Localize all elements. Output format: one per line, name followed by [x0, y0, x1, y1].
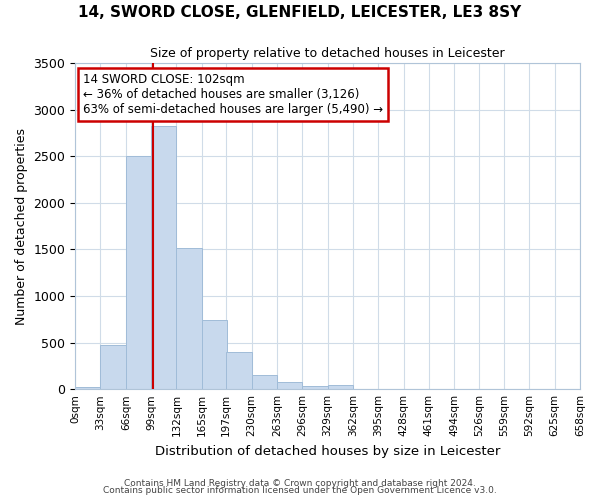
Title: Size of property relative to detached houses in Leicester: Size of property relative to detached ho…	[150, 48, 505, 60]
Bar	[251, 375, 277, 389]
Text: 14, SWORD CLOSE, GLENFIELD, LEICESTER, LE3 8SY: 14, SWORD CLOSE, GLENFIELD, LEICESTER, L…	[79, 5, 521, 20]
Text: Contains HM Land Registry data © Crown copyright and database right 2024.: Contains HM Land Registry data © Crown c…	[124, 478, 476, 488]
Text: 14 SWORD CLOSE: 102sqm
← 36% of detached houses are smaller (3,126)
63% of semi-: 14 SWORD CLOSE: 102sqm ← 36% of detached…	[83, 73, 383, 116]
Bar	[75, 387, 100, 389]
Bar	[302, 386, 328, 389]
Bar	[202, 320, 227, 389]
Text: Contains public sector information licensed under the Open Government Licence v3: Contains public sector information licen…	[103, 486, 497, 495]
Y-axis label: Number of detached properties: Number of detached properties	[15, 128, 28, 324]
X-axis label: Distribution of detached houses by size in Leicester: Distribution of detached houses by size …	[155, 444, 500, 458]
Bar	[151, 126, 176, 389]
Bar	[277, 382, 302, 389]
Bar	[176, 248, 202, 389]
Bar	[328, 386, 353, 389]
Bar	[226, 352, 251, 389]
Bar	[100, 345, 126, 389]
Bar	[126, 156, 151, 389]
